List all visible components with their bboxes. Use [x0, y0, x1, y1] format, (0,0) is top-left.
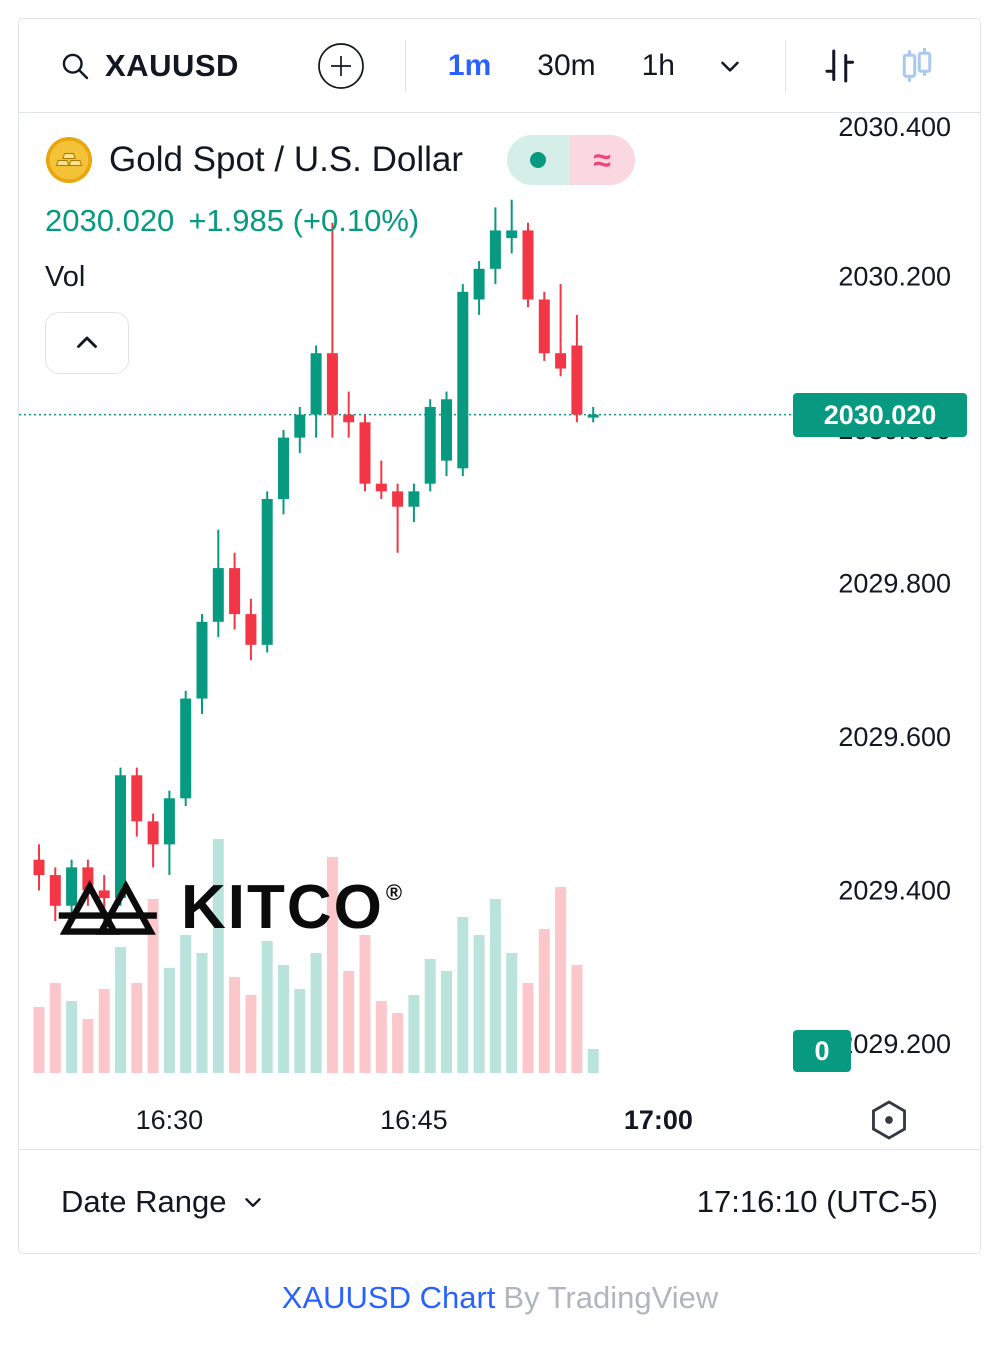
bars-style-icon[interactable]	[818, 45, 860, 87]
time-axis-label: 16:30	[135, 1105, 204, 1135]
search-icon[interactable]	[59, 50, 91, 82]
svg-text:2030.400: 2030.400	[838, 113, 951, 142]
svg-text:2029.800: 2029.800	[838, 568, 951, 598]
price-change-row: 2030.020 +1.985 (+0.10%)	[45, 203, 635, 239]
chart-title: Gold Spot / U.S. Dollar	[109, 140, 464, 179]
svg-text:2029.200: 2029.200	[838, 1029, 951, 1059]
interval-1m[interactable]: 1m	[447, 48, 492, 82]
kitco-wordmark: KITCO®	[181, 873, 405, 942]
svg-text:2029.400: 2029.400	[838, 875, 951, 905]
svg-text:2029.600: 2029.600	[838, 722, 951, 752]
svg-text:2030.200: 2030.200	[838, 261, 951, 291]
time-axis-label: 17:00	[623, 1105, 693, 1135]
settings-hexagon-icon[interactable]	[866, 1097, 912, 1143]
chart-area[interactable]: 2030.4002030.2002030.0002029.8002029.600…	[19, 113, 980, 1093]
price-delta-text: +1.985 (+0.10%)	[188, 203, 420, 238]
collapse-legend-button[interactable]	[45, 312, 129, 374]
status-approx-icon: ≈	[569, 135, 636, 185]
date-range-button[interactable]: Date Range	[61, 1184, 266, 1220]
compare-button[interactable]	[317, 42, 365, 90]
symbol-label[interactable]: XAUUSD	[105, 47, 239, 83]
symbol-search[interactable]: XAUUSD	[59, 48, 239, 84]
chart-style-group	[818, 45, 938, 87]
candlestick-plot[interactable]: 2030.4002030.2002030.0002029.8002029.600…	[19, 113, 980, 1093]
kitco-watermark: KITCO®	[57, 875, 404, 939]
toolbar-divider	[404, 39, 406, 92]
date-range-chevron-down-icon	[240, 1189, 266, 1215]
last-price-text: 2030.020	[45, 203, 175, 238]
plus-circle-icon	[317, 42, 365, 90]
attribution-footer: XAUUSD Chart By TradingView	[0, 1280, 1000, 1316]
volume-legend-label: Vol	[45, 261, 86, 293]
kitco-logo-mark-icon	[57, 875, 165, 939]
time-axis[interactable]: 16:30 16:45 17:00	[19, 1093, 980, 1149]
status-dot-icon	[507, 135, 570, 185]
chart-header-overlay: Gold Spot / U.S. Dollar ≈ 2030.020 +1.98…	[45, 135, 636, 374]
candles-style-icon[interactable]	[896, 45, 938, 87]
chart-widget: XAUUSD 1m 30m 1h 2030.400 2030.2	[18, 18, 981, 1254]
toolbar-divider	[785, 39, 786, 92]
interval-1h[interactable]: 1h	[641, 48, 675, 82]
by-tradingview-label: By TradingView	[503, 1280, 719, 1315]
toolbar: XAUUSD 1m 30m 1h	[19, 19, 980, 113]
bottom-bar: Date Range 17:16:10 (UTC-5)	[19, 1149, 980, 1253]
gold-coin-icon	[45, 136, 93, 184]
intervals-chevron-down-icon[interactable]	[715, 51, 745, 81]
time-axis-label: 16:45	[380, 1105, 448, 1135]
interval-group: 1m 30m 1h	[448, 49, 745, 83]
symbol-chart-link[interactable]: XAUUSD Chart	[281, 1280, 496, 1315]
volume-axis-badge: 0	[793, 1030, 851, 1072]
last-price-badge: 2030.020	[793, 393, 967, 437]
date-range-label: Date Range	[61, 1183, 227, 1219]
clock-label: 17:16:10 (UTC-5)	[696, 1183, 938, 1219]
interval-30m[interactable]: 30m	[537, 48, 596, 82]
chevron-up-icon	[70, 326, 104, 360]
market-status-pill[interactable]: ≈	[507, 135, 636, 185]
